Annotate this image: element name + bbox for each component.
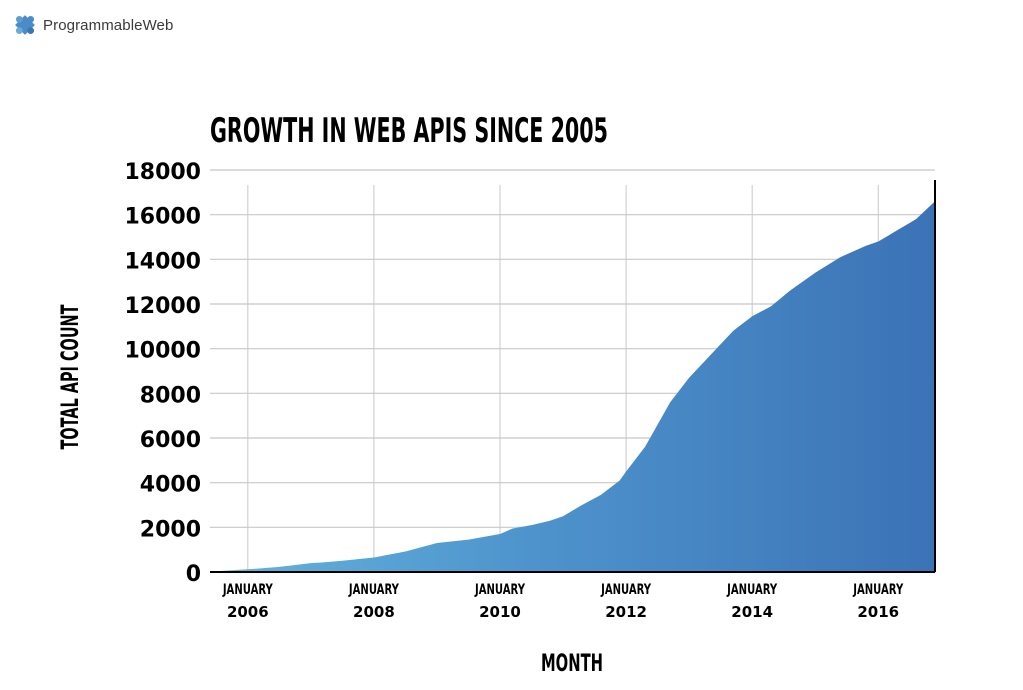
series-point — [751, 316, 753, 318]
series-point — [531, 524, 533, 526]
y-tick-label: 6000 — [140, 428, 201, 453]
x-tick-label-month: JANUARY — [600, 582, 651, 598]
x-tick-label-year: 2016 — [857, 603, 899, 621]
series-point — [436, 542, 438, 544]
y-tick-label: 10000 — [124, 339, 201, 364]
series-point — [688, 377, 690, 379]
series-point — [499, 533, 501, 535]
series-point — [562, 515, 564, 517]
series-area — [210, 201, 935, 573]
puzzle-piece-icon — [15, 15, 35, 35]
x-tick-label-year: 2014 — [731, 603, 773, 621]
series-point — [789, 290, 791, 292]
x-tick-label-month: JANUARY — [853, 582, 904, 598]
series-point — [770, 305, 772, 307]
series-point — [279, 566, 281, 568]
series-point — [840, 256, 842, 258]
y-tick-label: 18000 — [124, 160, 201, 185]
series-point — [310, 562, 312, 564]
series-point — [247, 569, 249, 571]
series-point — [550, 520, 552, 522]
series-point — [669, 402, 671, 404]
y-tick-label: 0 — [186, 562, 201, 587]
x-axis-title: MONTH — [541, 649, 603, 677]
series-point — [619, 480, 621, 482]
y-tick-label: 8000 — [140, 383, 201, 408]
x-tick-label-year: 2006 — [227, 603, 269, 621]
series-point — [373, 557, 375, 559]
series-point — [600, 494, 602, 496]
chart-title: GROWTH IN WEB APIS SINCE 2005 — [210, 111, 608, 151]
y-axis-title: TOTAL API COUNT — [56, 304, 84, 449]
x-tick-label-month: JANUARY — [222, 582, 273, 598]
y-tick-label: 14000 — [124, 249, 201, 274]
y-tick-label: 16000 — [124, 205, 201, 230]
x-tick-label-month: JANUARY — [474, 582, 525, 598]
series-point — [644, 446, 646, 448]
series-point — [625, 471, 627, 473]
x-tick-label-year: 2012 — [605, 603, 647, 621]
x-tick-label-year: 2010 — [479, 603, 521, 621]
series-point — [323, 562, 325, 564]
x-tick-label-month: JANUARY — [726, 582, 777, 598]
series-point — [342, 560, 344, 562]
series-point — [915, 218, 917, 220]
series-point — [814, 272, 816, 274]
series-point — [896, 230, 898, 232]
y-tick-label: 4000 — [140, 473, 201, 498]
y-tick-label: 12000 — [124, 294, 201, 319]
series-point — [733, 330, 735, 332]
series-point — [865, 245, 867, 247]
y-tick-label: 2000 — [140, 517, 201, 542]
series-point — [581, 504, 583, 506]
brand-logo: ProgrammableWeb — [10, 10, 173, 40]
brand-name: ProgrammableWeb — [43, 16, 174, 34]
series-point — [878, 241, 880, 243]
x-tick-label-month: JANUARY — [348, 582, 399, 598]
series-point — [468, 539, 470, 541]
series-point — [405, 551, 407, 553]
series-point — [512, 528, 514, 530]
x-tick-label-year: 2008 — [353, 603, 395, 621]
series-point — [707, 357, 709, 359]
